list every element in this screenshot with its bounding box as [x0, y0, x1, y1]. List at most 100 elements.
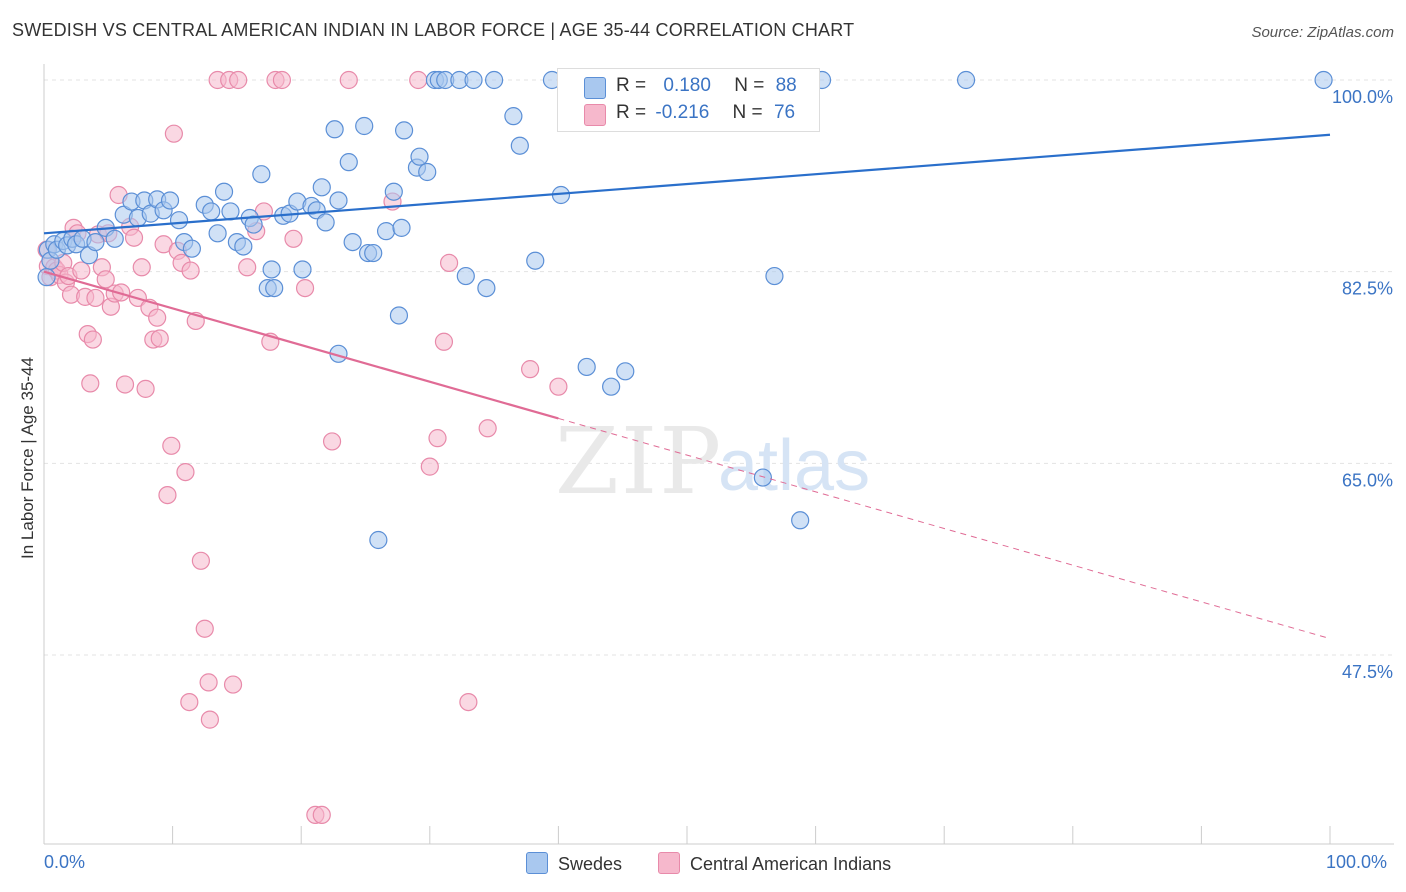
x-tick-label-max: 100.0% — [1326, 852, 1388, 872]
cai-point — [200, 710, 219, 729]
swedes-point — [169, 211, 189, 230]
swedes-point — [369, 530, 388, 550]
cai-point — [549, 377, 568, 396]
legend-swatch-swedes — [584, 77, 606, 99]
swedes-point — [343, 232, 362, 252]
cai-point — [272, 70, 292, 90]
cai-point — [181, 261, 200, 280]
cai-point — [339, 70, 358, 90]
swedes-point — [244, 215, 263, 234]
legend-n-value: 88 — [775, 75, 797, 96]
swedes-point — [791, 511, 810, 530]
cai-point — [521, 360, 540, 379]
grid-lines — [44, 79, 1394, 656]
cai-point — [439, 253, 459, 273]
bottom-legend-cai: Central American Indians — [658, 852, 891, 875]
cai-point — [162, 436, 181, 455]
legend-r-value: 0.180 — [663, 75, 711, 96]
bottom-legend-swatch-swedes — [526, 852, 548, 874]
chart-title: SWEDISH VS CENTRAL AMERICAN INDIAN IN LA… — [12, 20, 855, 40]
swedes-point — [510, 136, 529, 155]
cai-point — [295, 278, 315, 298]
y-tick-label: 82.5% — [1342, 279, 1393, 299]
swedes-point — [477, 278, 496, 298]
swedes-point — [753, 468, 772, 487]
swedes-point — [410, 147, 429, 166]
cai-point — [223, 675, 243, 694]
cai-point — [238, 258, 257, 277]
bottom-legend-swedes: Swedes — [526, 852, 622, 875]
swedes-point — [307, 201, 326, 220]
cai-point — [409, 70, 428, 90]
cai-point — [312, 805, 331, 825]
swedes-point — [394, 121, 414, 140]
y-tick-label: 65.0% — [1342, 470, 1393, 490]
swedes-point — [86, 232, 105, 252]
swedes-point — [182, 239, 201, 258]
y-tick-label: 47.5% — [1342, 662, 1393, 682]
watermark-zip: ZIP — [555, 408, 723, 515]
legend-r-label: R = — [616, 102, 647, 123]
swedes-point — [312, 178, 331, 197]
swedes-point — [956, 70, 976, 90]
swedes-point — [202, 202, 221, 221]
legend-n-label: N = — [732, 102, 763, 123]
swedes-point — [765, 266, 784, 286]
cai-point — [180, 692, 199, 712]
cai-point — [195, 619, 214, 638]
swedes-point — [526, 251, 545, 270]
swedes-point — [389, 306, 409, 325]
trend-line-cai — [43, 270, 559, 420]
bottom-legend-label-swedes: Swedes — [558, 854, 623, 874]
swedes-point — [418, 162, 437, 182]
swedes-point — [234, 237, 253, 256]
cai-point — [229, 70, 248, 90]
swedes-point — [293, 260, 312, 279]
cai-point — [434, 332, 454, 351]
swedes-point — [616, 362, 635, 381]
cai-point — [176, 462, 195, 482]
swedes-point — [325, 120, 344, 139]
y-tick-labels: 100.0% 82.5% 65.0% 47.5% — [1332, 87, 1393, 682]
swedes-point — [37, 268, 56, 287]
cai-point — [112, 283, 131, 302]
correlation-legend: R = 0.180 N = 88 R = -0.216 N = 76 — [557, 68, 820, 132]
bottom-legend-swatch-cai — [658, 852, 680, 874]
cai-point — [96, 270, 115, 289]
cai-point — [199, 673, 218, 692]
swedes-point — [485, 70, 504, 90]
swedes-point — [160, 191, 180, 210]
swedes-point — [105, 229, 124, 248]
y-axis-label: In Labor Force | Age 35-44 — [18, 357, 37, 559]
trend-line-swedes — [43, 133, 1331, 235]
watermark: ZIP atlas — [555, 408, 870, 515]
cai-point — [164, 124, 183, 143]
swedes-point — [265, 278, 284, 298]
swedes-point — [364, 243, 383, 263]
swedes-point — [384, 182, 403, 201]
cai-point — [72, 261, 91, 280]
swedes-point — [464, 70, 483, 90]
cai-point — [459, 692, 478, 712]
cai-point — [81, 374, 100, 393]
watermark-atlas: atlas — [718, 426, 870, 506]
swedes-point — [456, 266, 475, 286]
swedes-point — [316, 213, 335, 232]
series-central-american-indians — [37, 70, 568, 825]
source-label: Source: ZipAtlas.com — [1251, 24, 1394, 41]
cai-point — [132, 258, 151, 277]
swedes-point — [262, 260, 281, 279]
cai-point — [148, 308, 167, 327]
swedes-point — [214, 182, 234, 201]
cai-point — [191, 551, 210, 570]
legend-row-cai: R = -0.216 N = 76 — [616, 102, 795, 128]
cai-point — [428, 429, 447, 448]
swedes-point — [376, 222, 396, 241]
trend-line-cai-extrapolated — [558, 417, 1331, 640]
trend-lines — [43, 133, 1331, 640]
cai-point — [322, 432, 342, 451]
cai-point — [284, 229, 303, 248]
legend-r-label: R = — [616, 75, 647, 96]
x-tick-label-min: 0.0% — [44, 852, 86, 872]
